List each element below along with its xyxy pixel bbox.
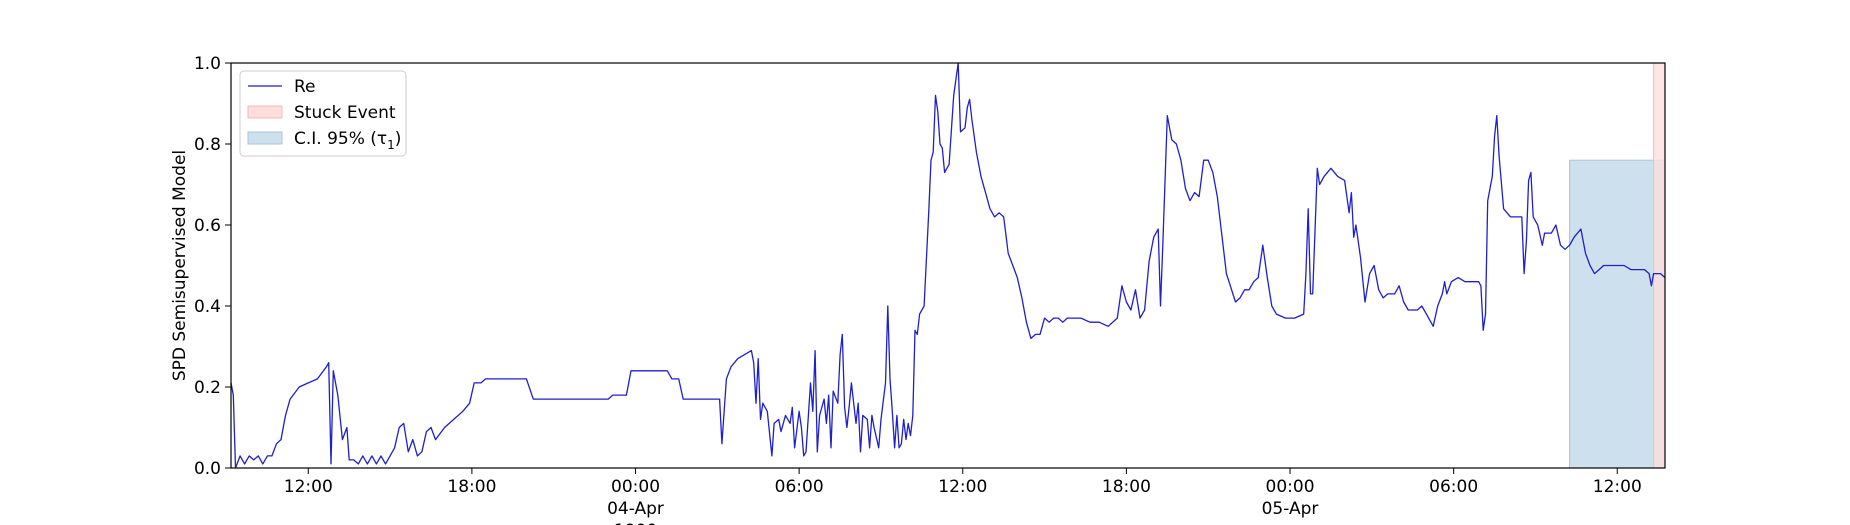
x-tick-date-label: 04-Apr	[607, 499, 664, 519]
x-tick-label: 00:00	[1266, 477, 1315, 497]
series-layer	[230, 62, 1666, 469]
y-tick-label: 0.4	[194, 297, 221, 317]
x-tick-label: 06:00	[775, 477, 824, 497]
y-tick-label: 1.0	[194, 54, 221, 74]
x-tick-label: 12:00	[284, 477, 333, 497]
y-tick-label: 0.8	[194, 135, 221, 155]
plot-frame	[230, 62, 1666, 469]
series-line	[230, 62, 1666, 469]
x-tick-label: 18:00	[1102, 477, 1151, 497]
legend-label-line: Re	[294, 77, 316, 97]
legend-label-stuck: Stuck Event	[294, 103, 396, 123]
y-tick-label: 0.2	[194, 378, 221, 398]
legend: Re Stuck Event C.I. 95% (τ1)	[239, 70, 407, 157]
legend-label-ci: C.I. 95% (τ1)	[294, 129, 401, 152]
y-tick-label: 0.6	[194, 216, 221, 236]
stuck-event-region	[1653, 62, 1666, 469]
x-tick-date-label: 05-Apr	[1262, 499, 1319, 519]
x-tick-year-label: 1900	[614, 521, 657, 525]
legend-stuck-swatch	[247, 105, 283, 119]
x-tick-label: 06:00	[1429, 477, 1478, 497]
y-tick-label: 0.0	[194, 459, 221, 479]
x-tick-label: 18:00	[447, 477, 496, 497]
y-axis: 0.0 0.2 0.4 0.6 0.8 1.0	[194, 54, 231, 479]
x-tick-label: 00:00	[611, 477, 660, 497]
x-tick-label: 12:00	[1593, 477, 1642, 497]
legend-ci-swatch	[247, 131, 283, 145]
ci-region	[1569, 159, 1666, 469]
x-tick-label: 12:00	[938, 477, 987, 497]
y-axis-label: SPD Semisupervised Model	[170, 150, 190, 381]
x-axis: 12:0018:0000:0004-Apr190006:0012:0018:00…	[284, 468, 1642, 525]
